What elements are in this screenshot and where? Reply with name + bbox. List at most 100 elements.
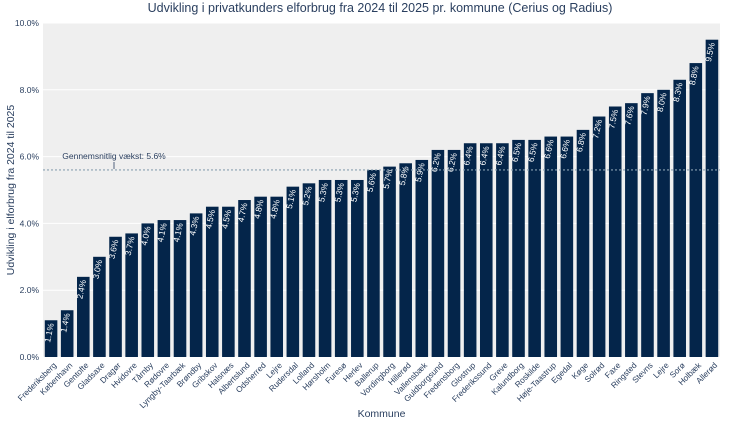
bar <box>431 149 445 357</box>
bar <box>479 143 493 357</box>
data-label: 5.6% <box>365 171 379 192</box>
data-label: 5.9% <box>413 161 427 182</box>
grid-lines <box>43 22 720 358</box>
data-label: 2.4% <box>74 278 88 299</box>
bar <box>93 256 106 357</box>
bar <box>415 159 429 357</box>
data-label: 3.6% <box>107 238 121 259</box>
bar <box>351 179 364 357</box>
bar <box>141 223 155 357</box>
y-axis-title: Udvikling i elforbrug fra 2024 til 2025 <box>5 105 17 276</box>
y-tick-label: 4.0% <box>20 218 40 228</box>
bar <box>528 139 541 357</box>
data-label: 3.7% <box>123 235 137 256</box>
bar <box>496 143 509 357</box>
data-label: 4.1% <box>155 222 169 243</box>
bar <box>238 200 251 357</box>
y-tick-label: 0.0% <box>20 352 40 362</box>
y-tick-label: 10.0% <box>15 18 40 28</box>
data-labels: 1.1% 1.4%2.4%3.0%3.6% 3.7% 4.0% 4.1% 4.1% 4.3%… <box>42 41 717 343</box>
bar <box>334 179 348 357</box>
bar <box>705 39 719 357</box>
bar <box>205 206 219 357</box>
bar <box>399 163 412 357</box>
bar <box>641 93 654 357</box>
x-axis-title: Kommune <box>358 408 406 420</box>
bar <box>157 220 171 357</box>
data-label: 4.5% <box>203 208 217 229</box>
data-label: 8.0% <box>655 91 669 112</box>
bar <box>318 179 332 357</box>
data-label: 7.2% <box>590 118 604 139</box>
y-tick-label: 8.0% <box>20 85 40 95</box>
bar <box>576 129 590 357</box>
data-label: 6.5% <box>526 141 540 162</box>
bar <box>109 236 122 357</box>
bar <box>286 186 300 357</box>
data-label: 5.7% <box>381 168 395 189</box>
bar <box>302 183 316 357</box>
data-label: 4.5% <box>219 208 233 229</box>
data-label: 4.0% <box>139 225 153 246</box>
bar <box>270 196 284 357</box>
bar <box>657 89 670 358</box>
bar <box>44 320 58 357</box>
bar <box>60 310 74 357</box>
data-label: 9.5% <box>703 41 717 62</box>
data-label: 5.2% <box>300 185 314 206</box>
bar <box>367 169 380 357</box>
bar <box>173 220 187 357</box>
data-label: 8.3% <box>671 81 685 102</box>
average-annotation: Gennemsnitlig vækst: 5.6% <box>62 151 166 161</box>
data-label: 4.3% <box>187 215 201 236</box>
data-label: 6.8% <box>574 131 588 152</box>
data-label: 6.2% <box>429 151 443 172</box>
data-label: 1.1% <box>42 322 56 343</box>
reference-line-group: Gennemsnitlig vækst: 5.6% <box>43 151 720 171</box>
data-label: 3.0% <box>90 258 104 279</box>
bar <box>383 166 396 357</box>
plot-area <box>43 23 720 357</box>
bar <box>512 139 525 357</box>
bar <box>447 149 461 357</box>
data-label: 6.4% <box>461 145 475 166</box>
bar <box>625 103 638 357</box>
y-tick-label: 6.0% <box>20 152 40 162</box>
data-label: 4.8% <box>268 198 282 219</box>
bar <box>689 63 703 358</box>
bar <box>673 79 686 357</box>
bar <box>608 106 622 357</box>
chart-title: Udvikling i privatkunders elforbrug fra … <box>148 1 613 15</box>
data-label: 6.4% <box>493 145 507 166</box>
data-label: 4.7% <box>236 202 250 223</box>
bar <box>463 143 477 357</box>
data-label: 6.2% <box>445 151 459 172</box>
bar <box>189 213 203 357</box>
data-label: 1.4% <box>58 312 72 333</box>
bar <box>222 206 235 357</box>
x-axis-ticks: FrederiksbergKøbenhavnGentofteGladsaxeDr… <box>16 360 719 411</box>
data-label: 4.1% <box>171 222 185 243</box>
data-label: 7.5% <box>606 108 620 129</box>
data-label: 5.1% <box>284 188 298 209</box>
data-label: 6.6% <box>542 138 556 159</box>
y-axis-ticks: 0.0% 2.0% 4.0% 6.0% 8.0% 10.0% <box>15 18 40 362</box>
bar <box>544 136 558 357</box>
data-label: 6.5% <box>510 141 524 162</box>
data-label: 6.6% <box>558 138 572 159</box>
bar <box>560 136 574 357</box>
bars <box>44 39 719 358</box>
data-label: 5.3% <box>348 182 362 203</box>
y-tick-label: 2.0% <box>20 285 40 295</box>
data-label: 8.8% <box>687 65 701 86</box>
bar <box>125 233 138 357</box>
data-label: 7.9% <box>639 95 653 116</box>
bar <box>77 276 90 357</box>
data-label: 5.3% <box>316 182 330 203</box>
data-label: 6.4% <box>477 145 491 166</box>
bar <box>592 116 606 358</box>
x-tick-label: Lejre <box>652 361 672 381</box>
data-label: 5.3% <box>332 182 346 203</box>
data-label: 7.6% <box>622 105 636 126</box>
